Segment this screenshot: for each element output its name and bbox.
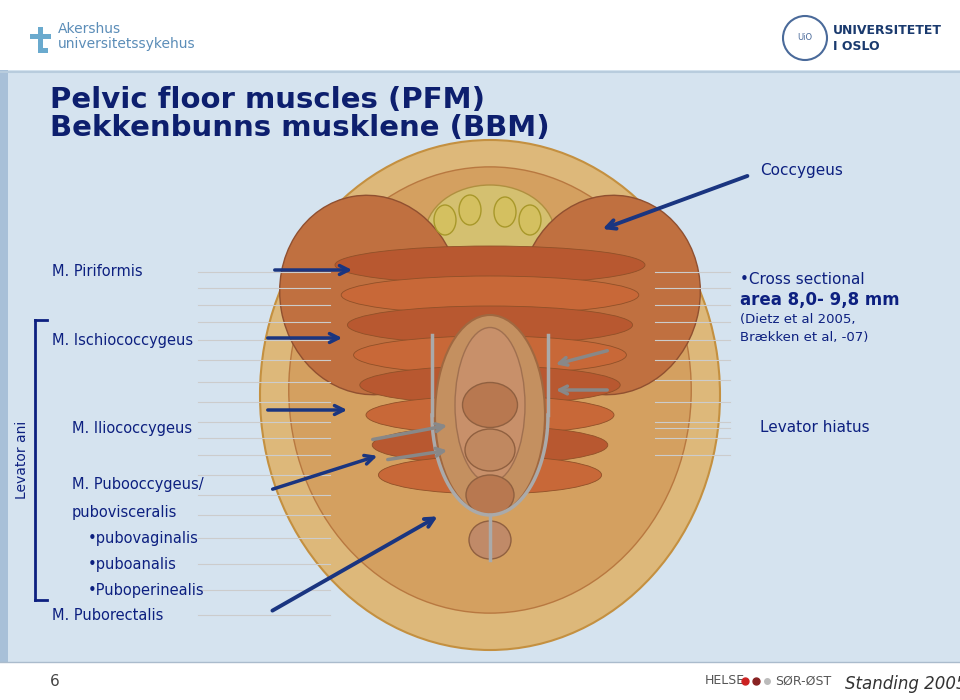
Text: I OSLO: I OSLO (833, 39, 879, 52)
Ellipse shape (279, 195, 460, 395)
Text: M. Puborectalis: M. Puborectalis (52, 608, 163, 622)
Ellipse shape (465, 429, 515, 471)
Ellipse shape (260, 140, 720, 650)
Text: •Cross sectional: •Cross sectional (740, 272, 865, 288)
Ellipse shape (372, 426, 608, 464)
FancyBboxPatch shape (38, 48, 48, 53)
Ellipse shape (459, 195, 481, 225)
Text: M. Pubooccygeus/: M. Pubooccygeus/ (72, 477, 204, 493)
Text: M. Iliococcygeus: M. Iliococcygeus (72, 421, 192, 435)
Ellipse shape (519, 205, 541, 235)
Text: Levator hiatus: Levator hiatus (760, 421, 870, 435)
Ellipse shape (435, 315, 545, 515)
Text: •pubovaginalis: •pubovaginalis (88, 531, 199, 545)
Text: M. Ischiococcygeus: M. Ischiococcygeus (52, 332, 193, 347)
Text: Brækken et al, -07): Brækken et al, -07) (740, 332, 869, 344)
Ellipse shape (353, 336, 626, 374)
Ellipse shape (360, 366, 620, 404)
Ellipse shape (348, 306, 633, 344)
Text: Bekkenbunns musklene (BBM): Bekkenbunns musklene (BBM) (50, 114, 550, 142)
Text: Coccygeus: Coccygeus (760, 162, 843, 178)
Text: UNIVERSITETET: UNIVERSITETET (833, 24, 942, 36)
Ellipse shape (366, 396, 614, 434)
Ellipse shape (378, 456, 602, 494)
FancyBboxPatch shape (0, 0, 960, 70)
Text: HELSE: HELSE (705, 675, 745, 687)
Text: M. Piriformis: M. Piriformis (52, 265, 143, 279)
Text: area 8,0- 9,8 mm: area 8,0- 9,8 mm (740, 291, 900, 309)
Text: 6: 6 (50, 673, 60, 689)
Text: SØR-ØST: SØR-ØST (775, 675, 831, 687)
Ellipse shape (463, 382, 517, 428)
Ellipse shape (455, 328, 525, 482)
Ellipse shape (494, 197, 516, 227)
Ellipse shape (466, 475, 514, 515)
Text: (Dietz et al 2005,: (Dietz et al 2005, (740, 314, 855, 326)
Ellipse shape (519, 195, 700, 395)
Ellipse shape (341, 276, 638, 314)
FancyBboxPatch shape (0, 70, 960, 662)
FancyBboxPatch shape (0, 70, 8, 662)
Text: Pelvic floor muscles (PFM): Pelvic floor muscles (PFM) (50, 86, 485, 114)
Ellipse shape (425, 185, 555, 285)
Text: pubovisceralis: pubovisceralis (72, 505, 178, 519)
Text: •Puboperinealis: •Puboperinealis (88, 582, 204, 598)
Ellipse shape (469, 521, 511, 559)
FancyBboxPatch shape (38, 27, 43, 53)
Ellipse shape (289, 167, 691, 613)
Ellipse shape (434, 205, 456, 235)
Text: universitetssykehus: universitetssykehus (58, 37, 196, 51)
Ellipse shape (335, 246, 645, 284)
Text: Standing 2005: Standing 2005 (845, 675, 960, 693)
Text: Akershus: Akershus (58, 22, 121, 36)
Text: UiO: UiO (798, 34, 812, 43)
FancyBboxPatch shape (0, 662, 960, 700)
Text: •puboanalis: •puboanalis (88, 556, 177, 571)
Text: Levator ani: Levator ani (15, 421, 29, 499)
FancyBboxPatch shape (30, 34, 51, 39)
